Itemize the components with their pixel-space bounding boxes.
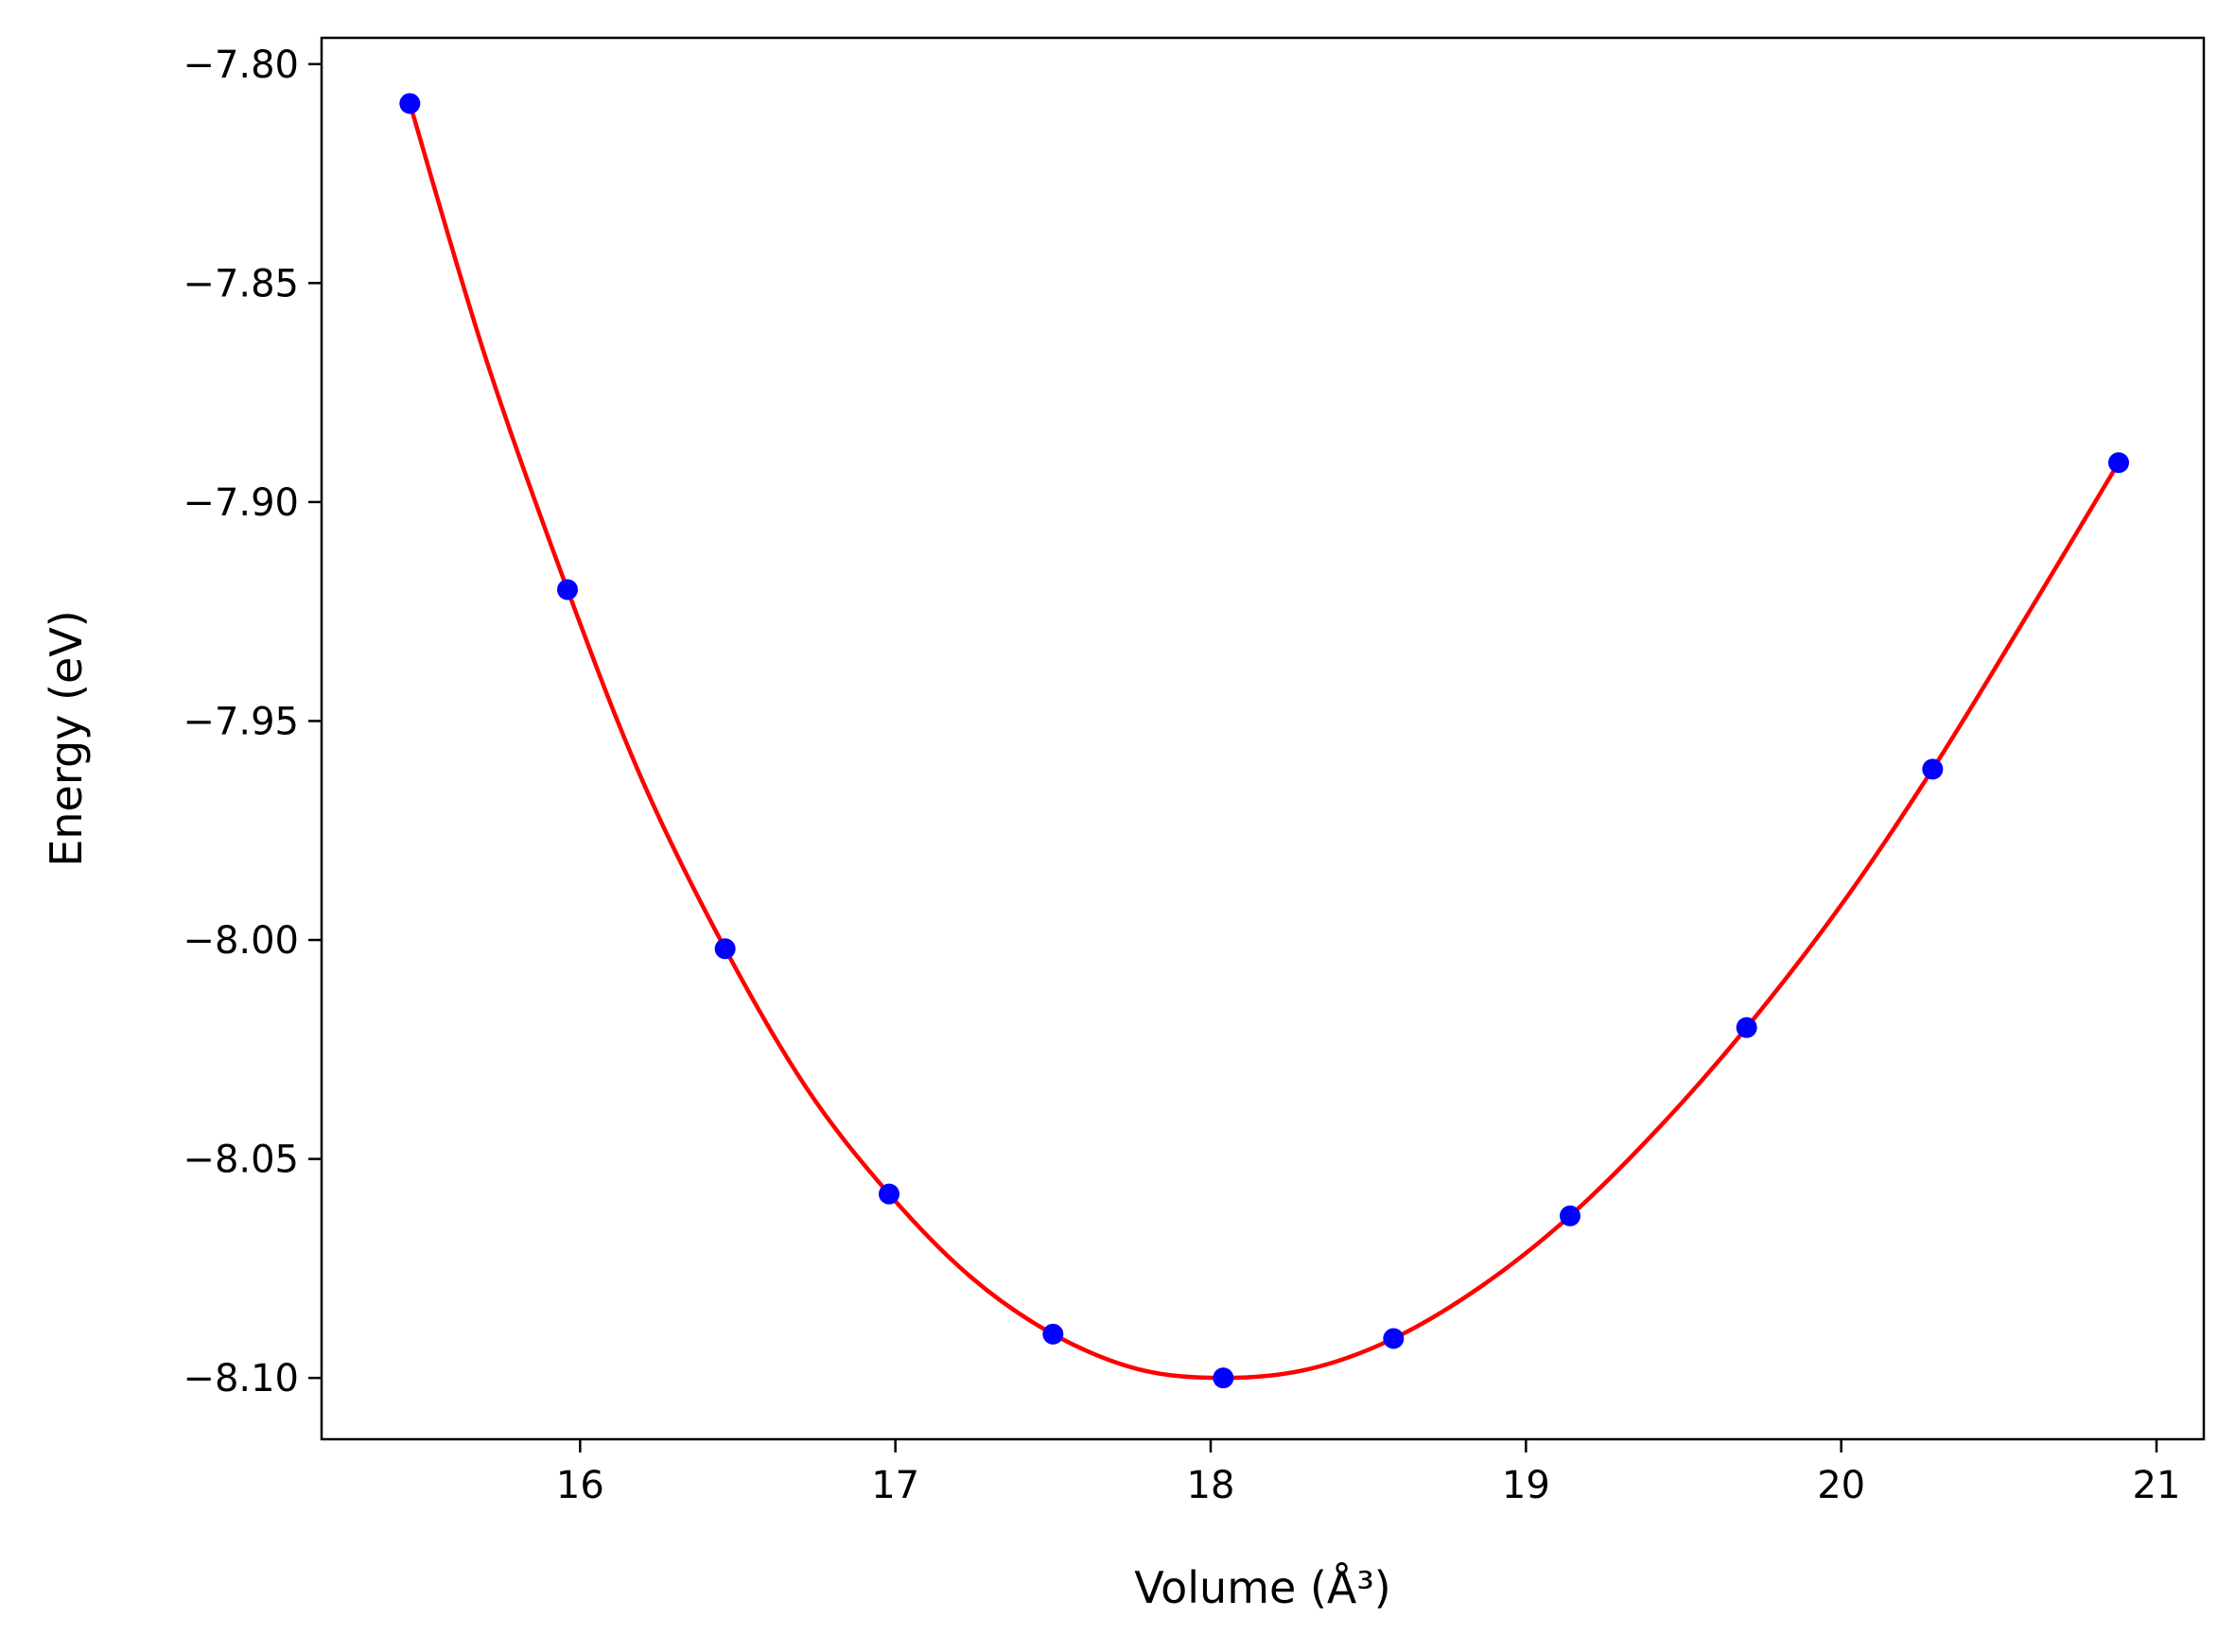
- data-point: [1383, 1328, 1405, 1349]
- y-axis-label: Energy (eV): [41, 610, 92, 866]
- axes-frame: [320, 36, 2206, 1441]
- y-tick-label: −7.95: [183, 700, 299, 743]
- plot-area: [399, 93, 2129, 1389]
- data-point: [557, 579, 578, 600]
- data-point: [399, 93, 421, 114]
- x-tick-label: 19: [1502, 1464, 1550, 1507]
- x-tick-label: 21: [2133, 1464, 2181, 1507]
- y-tick-label: −8.10: [183, 1357, 299, 1400]
- fit-curve-line: [408, 102, 2121, 1381]
- data-point: [1042, 1323, 1064, 1345]
- y-tick-label: −7.85: [183, 262, 299, 305]
- x-tick-label: 17: [871, 1464, 919, 1507]
- data-point: [1736, 1017, 1757, 1038]
- x-tick-label: 16: [556, 1464, 604, 1507]
- data-point: [1922, 758, 1944, 780]
- x-axis-label: Volume (Å³): [1134, 1562, 1391, 1613]
- x-tick-label: 18: [1187, 1464, 1235, 1507]
- x-axis-ticks: 16 17 18 19 20 21: [556, 1439, 2181, 1507]
- y-tick-label: −7.90: [183, 481, 299, 525]
- data-point: [2108, 452, 2129, 474]
- x-tick-label: 20: [1817, 1464, 1865, 1507]
- y-tick-label: −7.80: [183, 43, 299, 87]
- y-tick-label: −8.00: [183, 919, 299, 963]
- data-point: [879, 1183, 899, 1205]
- y-tick-label: −8.05: [183, 1139, 299, 1182]
- y-axis-ticks: −7.80 −7.85 −7.90 −7.95 −8.00 −8.05 −8.10: [183, 43, 322, 1400]
- data-point: [1560, 1205, 1580, 1226]
- data-point: [714, 938, 736, 960]
- data-point: [1213, 1367, 1234, 1389]
